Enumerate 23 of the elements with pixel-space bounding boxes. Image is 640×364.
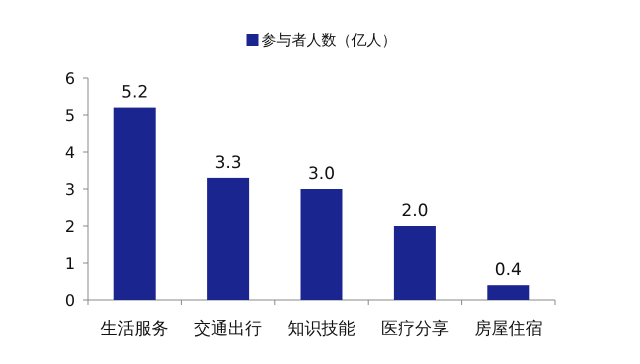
data-label: 3.0: [308, 164, 336, 184]
legend-label: 参与者人数（亿人）: [262, 31, 396, 49]
x-tick-label: 房屋住宿: [474, 319, 542, 339]
data-label: 2.0: [401, 201, 428, 221]
x-tick-label: 知识技能: [288, 319, 356, 339]
x-tick-label: 交通出行: [194, 319, 262, 339]
y-tick-label: 5: [64, 106, 76, 125]
data-label: 3.3: [214, 152, 242, 173]
data-label: 5.2: [121, 82, 148, 103]
data-label: 0.4: [494, 260, 522, 280]
bar: [207, 178, 250, 300]
x-tick-label: 生活服务: [100, 319, 169, 339]
bar: [114, 108, 156, 300]
bar: [394, 226, 436, 300]
y-tick-label: 6: [64, 69, 76, 88]
bar: [487, 285, 530, 300]
y-tick-label: 0: [64, 291, 76, 310]
bar: [300, 189, 342, 300]
y-tick-label: 1: [64, 254, 76, 273]
x-tick-label: 医疗分享: [380, 319, 449, 339]
y-tick-label: 3: [64, 180, 76, 199]
y-tick-label: 2: [64, 217, 76, 236]
y-tick-label: 4: [64, 143, 76, 162]
